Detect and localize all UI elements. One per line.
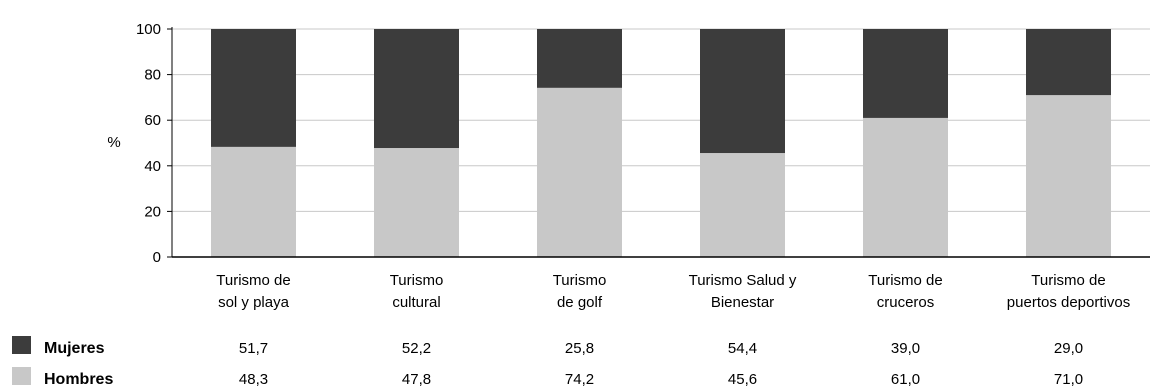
category-label: Turismo de puertos deportivos [1007,272,1130,311]
data-value-hombres: 61,0 [891,371,920,388]
bar-segment-hombres [211,146,296,257]
y-tick-label: 80 [144,67,161,84]
legend-label-mujeres: Mujeres [44,340,105,357]
bar-segment-hombres [700,153,785,257]
category-label-line: cruceros [877,294,935,311]
bar-segment-mujeres [211,29,296,147]
y-tick-label: 100 [136,21,161,38]
bar-segment-mujeres [1026,29,1111,96]
category-label-line: Bienestar [711,294,774,311]
y-tick-label: 60 [144,112,161,129]
bar-segment-hombres [374,148,459,257]
data-value-mujeres: 54,4 [728,340,757,357]
data-value-mujeres: 39,0 [891,340,920,357]
category-label-line: Turismo de [216,272,290,289]
category-label-line: Turismo Salud y [689,272,797,289]
data-value-hombres: 48,3 [239,371,268,388]
bar-segment-hombres [1026,95,1111,258]
data-value-hombres: 47,8 [402,371,431,388]
category-label-line: Turismo de [868,272,942,289]
data-value-mujeres: 29,0 [1054,340,1083,357]
category-label-line: puertos deportivos [1007,294,1130,311]
category-label-line: Turismo [390,272,444,289]
gridlines [172,28,1150,212]
y-axis-ticks: 0 20 40 60 80 100 [136,21,172,266]
bar-segment-mujeres [700,29,785,154]
legend-swatch-mujeres [12,336,31,354]
y-tick-label: 0 [153,249,161,266]
bar-segment-mujeres [374,29,459,149]
bars [211,29,1111,258]
y-tick-label: 40 [144,158,161,175]
category-label-line: Turismo [553,272,607,289]
bar-segment-hombres [863,117,948,257]
legend-data-table: Mujeres 51,7 52,2 25,8 54,4 39,0 29,0 Hombres 48… [12,336,1083,388]
bar-segment-hombres [537,87,622,257]
data-value-hombres: 74,2 [565,371,594,388]
category-label: Turismo Salud y Bienestar [689,272,797,311]
data-value-mujeres: 52,2 [402,340,431,357]
data-value-mujeres: 51,7 [239,340,268,357]
category-label: Turismo de sol y playa [216,272,290,311]
category-label-line: sol y playa [218,294,290,311]
category-label: Turismo de cruceros [868,272,942,311]
axes [171,27,1150,258]
data-value-hombres: 71,0 [1054,371,1083,388]
category-label-line: Turismo de [1031,272,1105,289]
data-value-mujeres: 25,8 [565,340,594,357]
y-axis-label: % [107,134,120,151]
bar-segment-mujeres [863,29,948,118]
category-label: Turismo de golf [553,272,607,311]
legend-swatch-hombres [12,367,31,385]
bar-segment-mujeres [537,29,622,88]
category-label: Turismo cultural [390,272,444,311]
category-label-line: de golf [557,294,603,311]
category-label-line: cultural [392,294,440,311]
y-tick-label: 20 [144,203,161,220]
legend-label-hombres: Hombres [44,371,113,388]
data-value-hombres: 45,6 [728,371,757,388]
